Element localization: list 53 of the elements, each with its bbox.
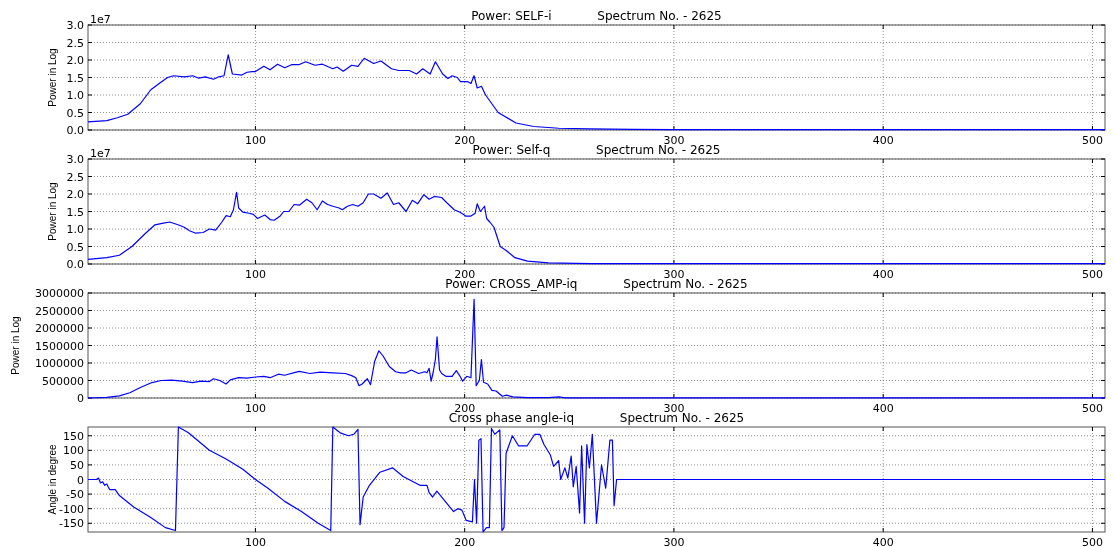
y-tick-label: 0.0: [66, 124, 84, 137]
y-tick-label: -100: [59, 502, 84, 516]
x-tick-label: 100: [244, 134, 266, 147]
x-tick-label: 500: [1081, 402, 1103, 415]
y-axis-title: Angle in degree: [47, 444, 58, 515]
y-tick-label: 0.0: [66, 258, 84, 271]
y-tick-label: 3000000: [35, 287, 84, 300]
x-tick-label: 500: [1081, 268, 1103, 281]
y-tick-label: 2.0: [66, 54, 84, 67]
x-tick-label: 200: [454, 536, 476, 547]
y-tick-label: 0: [77, 473, 84, 487]
x-tick-label: 300: [663, 536, 685, 547]
y-tick-label: 1.0: [66, 223, 84, 236]
y-tick-label: 100: [63, 444, 84, 458]
y-tick-label: 2500000: [35, 304, 84, 318]
y-axis-title: Power in Log: [47, 182, 58, 241]
x-tick-label: 400: [872, 536, 894, 547]
chart-title: Power: SELF-i Spectrum No. - 2625: [471, 9, 722, 23]
y-tick-label: 2.5: [66, 36, 84, 50]
y-tick-label: 1.0: [66, 89, 84, 102]
x-tick-label: 400: [872, 268, 894, 281]
x-tick-label: 100: [244, 402, 266, 415]
y-tick-label: 50: [70, 458, 84, 472]
y-tick-label: 3.0: [66, 153, 84, 166]
y-tick-label: 2.5: [66, 170, 84, 184]
y-axis-title: Power in Log: [47, 48, 58, 107]
line-series: [87, 191, 1106, 265]
y-tick-label: -150: [59, 517, 84, 531]
y-tick-label: 3.0: [66, 19, 84, 32]
line-series: [87, 426, 1106, 533]
y-tick-label: -50: [66, 488, 84, 502]
y-tick-label: 1000000: [35, 357, 84, 370]
y-tick-label: 150: [63, 429, 84, 443]
y-tick-label: 2000000: [35, 322, 84, 335]
y-tick-label: 0: [77, 392, 84, 405]
y-tick-label: 1.5: [66, 205, 84, 219]
line-series: [87, 298, 1106, 399]
y-tick-label: 0.5: [66, 240, 84, 254]
x-tick-label: 400: [872, 402, 894, 415]
x-tick-label: 100: [244, 536, 266, 547]
y-tick-label: 1.5: [66, 71, 84, 85]
annotation: 1e7: [90, 13, 111, 26]
y-tick-label: 1500000: [35, 339, 84, 353]
y-tick-label: 500000: [42, 374, 84, 388]
x-tick-label: 100: [244, 268, 266, 281]
x-tick-label: 500: [1081, 536, 1103, 547]
x-tick-label: 400: [872, 134, 894, 147]
y-tick-label: 2.0: [66, 188, 84, 201]
line-series: [87, 54, 1106, 131]
annotation: 1e7: [90, 147, 111, 160]
y-tick-label: 0.5: [66, 106, 84, 120]
x-tick-label: 500: [1081, 134, 1103, 147]
y-axis-title: Power in Log: [10, 316, 21, 375]
